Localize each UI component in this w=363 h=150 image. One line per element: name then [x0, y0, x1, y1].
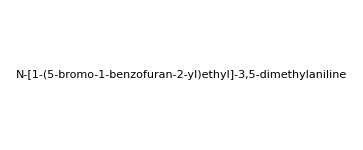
Text: N-[1-(5-bromo-1-benzofuran-2-yl)ethyl]-3,5-dimethylaniline: N-[1-(5-bromo-1-benzofuran-2-yl)ethyl]-3… [16, 70, 347, 80]
